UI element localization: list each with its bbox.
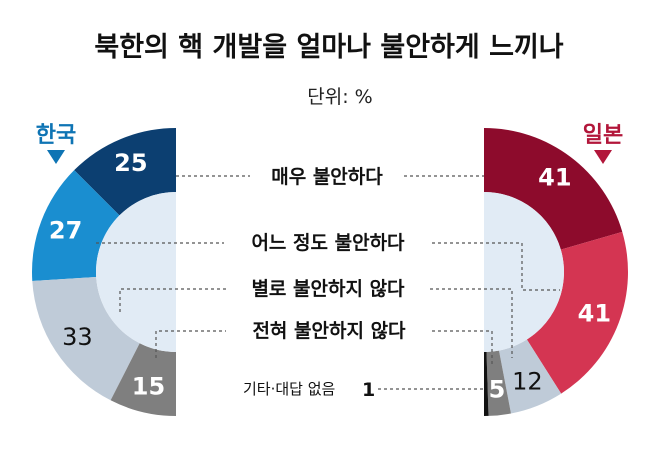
donut-inner — [484, 192, 564, 352]
category-label: 전혀 불안하지 않다 — [252, 320, 406, 342]
leader-cat2-right — [432, 242, 560, 291]
data-label: 27 — [49, 216, 82, 244]
donut-segment — [498, 339, 562, 414]
category-label: 어느 정도 불안하다 — [251, 232, 405, 254]
donut-segment — [32, 170, 120, 282]
korea-half-donut: 25 27 33 15 — [32, 128, 176, 416]
korea-marker-icon — [47, 150, 65, 164]
category-label-other: 기타·대답 없음 — [243, 380, 335, 398]
donut-segment — [32, 277, 140, 401]
leader-cat3-right — [430, 288, 513, 358]
donut-inner — [96, 192, 176, 352]
donut-segment — [74, 128, 176, 216]
leader-cat4-right — [432, 330, 493, 365]
unit-label: 단위: % — [307, 86, 372, 108]
legend-japan: 일본 — [583, 123, 623, 148]
donut-segment — [526, 231, 628, 394]
japan-marker-icon — [594, 150, 612, 164]
data-label: 25 — [114, 149, 147, 177]
leader-cat4-left — [155, 330, 226, 358]
data-label: 5 — [489, 375, 506, 403]
leader-lines — [96, 175, 560, 390]
data-label: 33 — [62, 323, 93, 351]
japan-half-donut: 41 41 125 — [484, 128, 628, 416]
chart-title: 북한의 핵 개발을 얼마나 불안하게 느끼나 — [94, 32, 563, 63]
donut-segment — [486, 350, 511, 416]
donut-segment — [484, 351, 489, 416]
category-label: 별로 불안하지 않다 — [251, 278, 405, 300]
category-value-other: 1 — [362, 379, 375, 401]
leader-cat3-left — [119, 288, 226, 312]
legend-korea: 한국 — [36, 123, 76, 148]
donut-segment — [110, 343, 176, 416]
category-label: 매우 불안하다 — [271, 166, 383, 188]
data-label: 41 — [578, 300, 611, 328]
data-label: 15 — [132, 373, 165, 401]
data-label: 12 — [512, 368, 543, 396]
donut-segment — [484, 128, 623, 250]
data-label: 41 — [538, 164, 571, 192]
